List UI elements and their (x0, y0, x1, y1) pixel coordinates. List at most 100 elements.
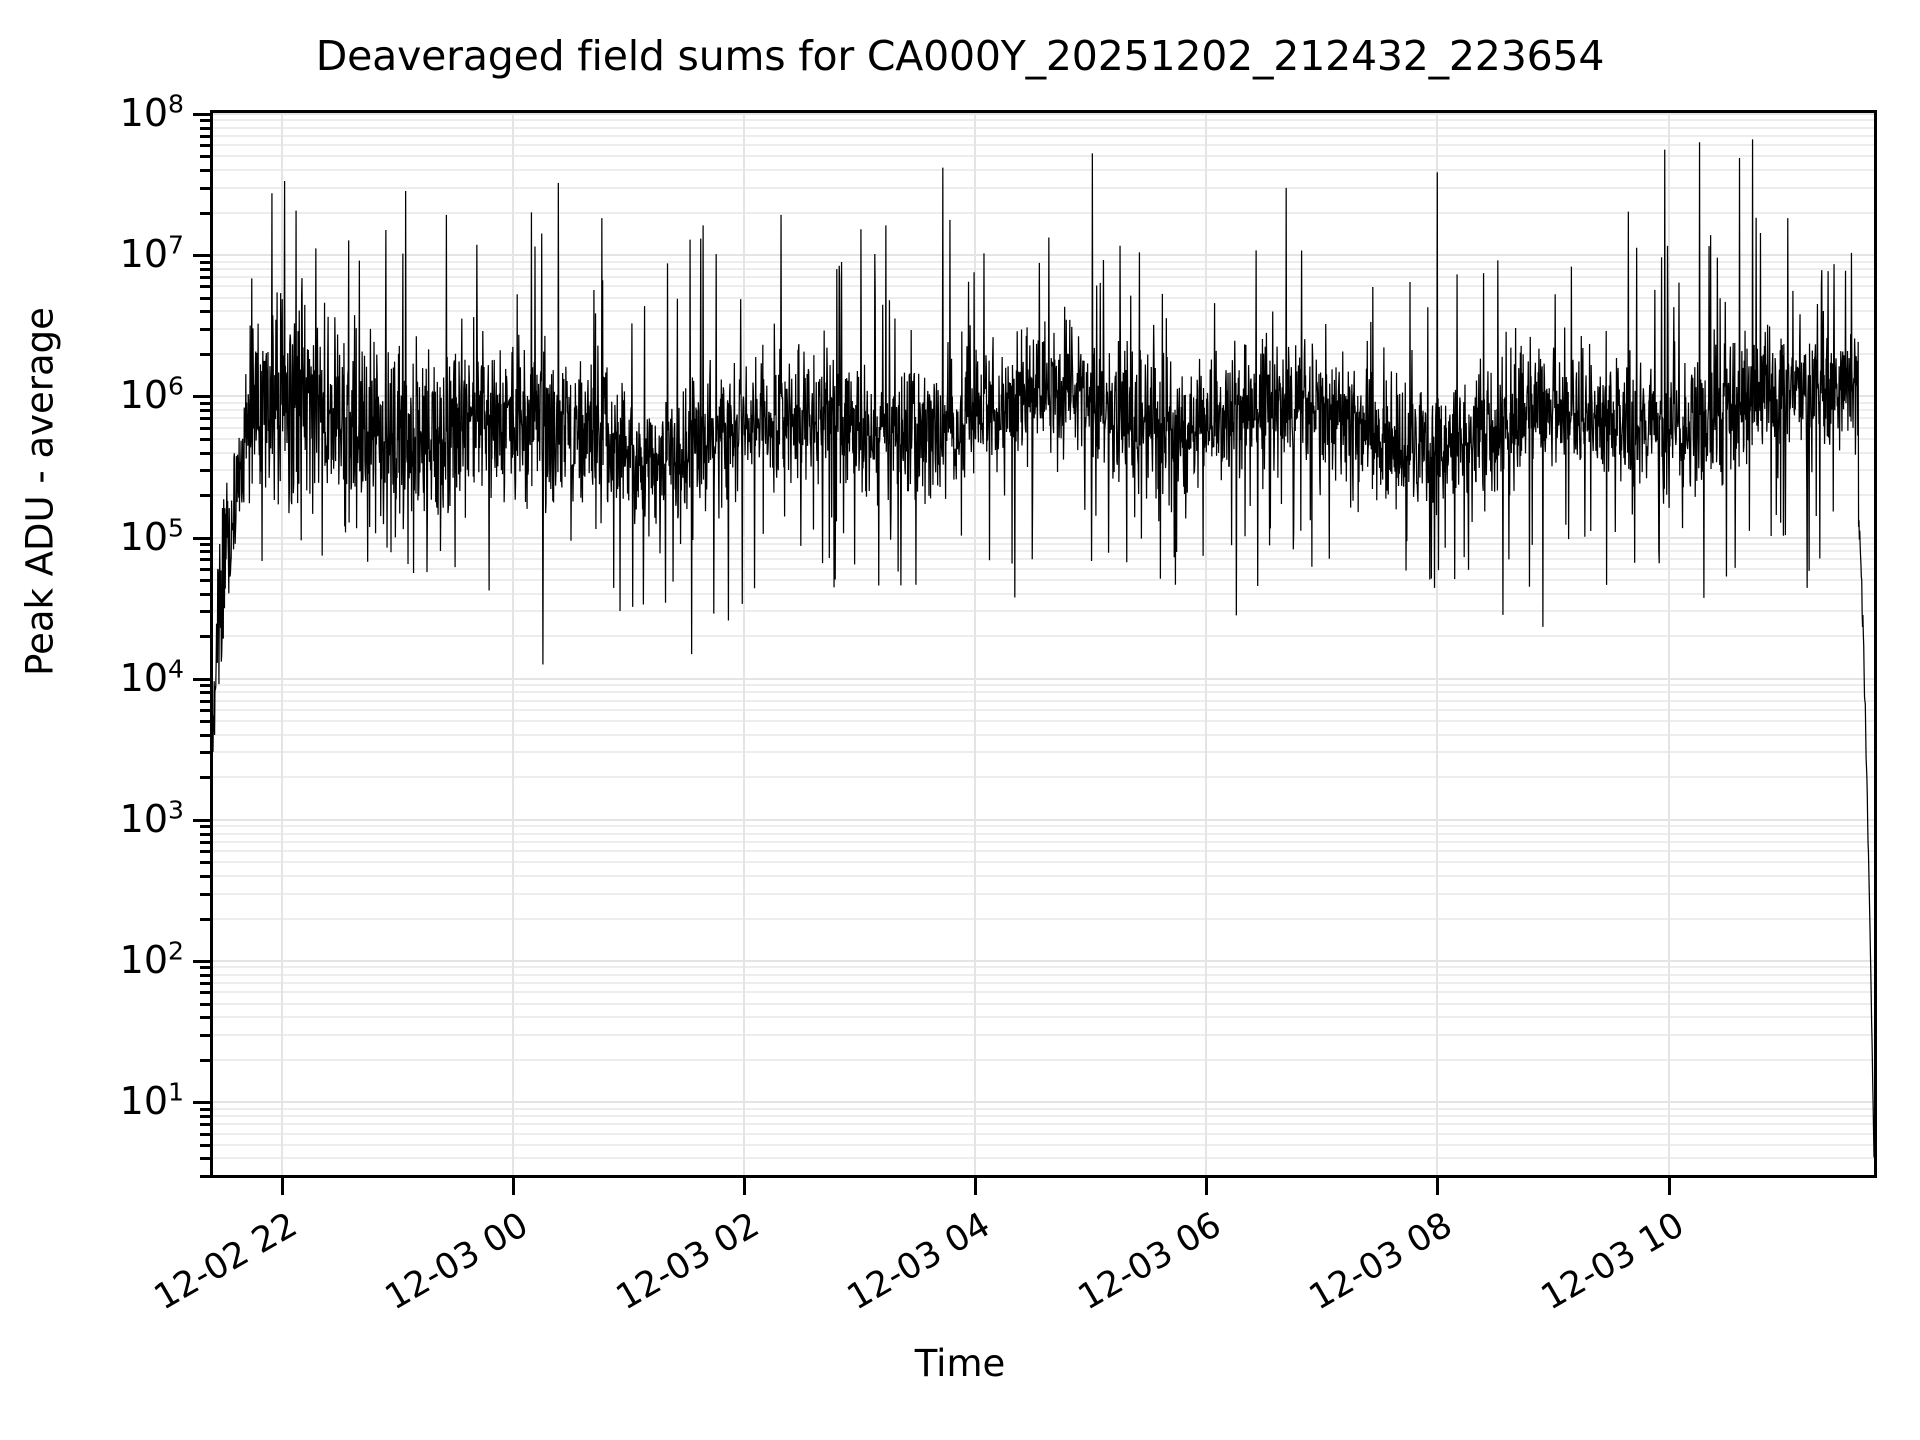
gridline-horizontal-minor (213, 1058, 1874, 1061)
gridline-horizontal-minor (213, 1143, 1874, 1146)
y-tick-exponent: 2 (168, 936, 184, 966)
gridline-horizontal-minor (213, 327, 1874, 330)
y-tick-mark-minor (200, 310, 210, 314)
y-tick-mark-minor (200, 1143, 210, 1147)
y-tick-mark-minor (200, 494, 210, 497)
gridline-horizontal-minor (213, 126, 1874, 129)
y-tick-mark-minor (200, 1114, 210, 1118)
gridline-horizontal-minor (213, 733, 1874, 736)
y-tick-mark-minor (200, 155, 210, 159)
y-tick-mark-minor (200, 119, 210, 123)
gridline-horizontal-minor (213, 875, 1874, 878)
y-tick-exponent: 8 (168, 89, 184, 119)
y-tick-mark-minor (200, 469, 210, 473)
gridline-horizontal-minor (213, 892, 1874, 895)
gridline-horizontal-minor (213, 973, 1874, 976)
y-tick-label: 106 (120, 373, 184, 417)
y-tick-mark-minor (200, 840, 210, 844)
gridline-horizontal-minor (213, 850, 1874, 853)
y-tick-mark-minor (200, 832, 210, 836)
y-tick-mark-minor (200, 126, 210, 130)
y-tick-label: 104 (120, 656, 184, 700)
y-tick-mark-minor (200, 691, 210, 695)
y-tick-mark-minor (200, 1002, 210, 1006)
gridline-horizontal-minor (213, 592, 1874, 595)
gridline-horizontal-minor (213, 1157, 1874, 1160)
y-tick-mark-minor (200, 1132, 210, 1136)
y-tick-mark-minor (200, 751, 210, 755)
gridline-horizontal-minor (213, 825, 1874, 828)
gridline-vertical (1667, 113, 1670, 1175)
y-tick-label: 108 (120, 91, 184, 135)
gridline-horizontal-minor (213, 991, 1874, 994)
gridline-horizontal-minor (213, 1123, 1874, 1126)
y-tick-mantissa: 10 (119, 514, 169, 559)
gridline-horizontal-minor (213, 1107, 1874, 1110)
gridline-horizontal-minor (213, 861, 1874, 864)
gridline-horizontal-minor (213, 550, 1874, 553)
y-tick-mark-major (193, 536, 210, 540)
y-tick-mark-minor (200, 1016, 210, 1020)
y-tick-mark-minor (200, 708, 210, 712)
plot-area[interactable] (210, 110, 1877, 1178)
y-tick-mark-minor (200, 409, 210, 413)
y-tick-mark-minor (200, 260, 210, 264)
gridline-horizontal-minor (213, 840, 1874, 843)
gridline-horizontal-minor (213, 567, 1874, 570)
y-tick-mark-minor (200, 437, 210, 441)
y-tick-mark-minor (200, 861, 210, 865)
y-tick-exponent: 1 (168, 1077, 184, 1107)
y-tick-mark-minor (200, 134, 210, 138)
y-tick-mark-minor (200, 276, 210, 280)
gridline-horizontal-major (213, 1101, 1874, 1104)
x-tick-label: 12-03 06 (1071, 1205, 1229, 1319)
gridline-horizontal-minor (213, 917, 1874, 920)
x-tick-mark (743, 1178, 747, 1195)
y-tick-mantissa: 10 (119, 373, 169, 418)
gridline-horizontal-major (213, 536, 1874, 539)
y-tick-mark-minor (200, 426, 210, 430)
x-tick-label: 12-02 22 (147, 1205, 304, 1319)
y-tick-mark-minor (200, 966, 210, 970)
gridline-horizontal-minor (213, 310, 1874, 313)
gridline-horizontal-minor (213, 610, 1874, 613)
gridline-horizontal-minor (213, 691, 1874, 694)
y-tick-mark-minor (200, 875, 210, 879)
x-tick-label: 12-03 02 (609, 1205, 767, 1319)
gridline-horizontal-minor (213, 684, 1874, 687)
y-tick-mark-minor (200, 733, 210, 737)
gridline-vertical (511, 113, 514, 1175)
gridline-horizontal-minor (213, 276, 1874, 279)
y-tick-mantissa: 10 (119, 938, 169, 983)
x-axis-label: Time (914, 1342, 1006, 1385)
x-tick-mark (1667, 1178, 1671, 1195)
series-peak-adu (213, 139, 1874, 1158)
y-tick-mark-major (193, 818, 210, 822)
gridline-horizontal-major (213, 254, 1874, 257)
y-tick-mark-minor (200, 352, 210, 356)
gridline-horizontal-minor (213, 579, 1874, 581)
y-tick-mark-minor (200, 892, 210, 896)
y-tick-mantissa: 10 (119, 655, 169, 700)
gridline-horizontal-minor (213, 720, 1874, 723)
series-line-path (213, 139, 1874, 1158)
gridline-vertical (1205, 113, 1208, 1175)
data-series-layer (213, 113, 1874, 1175)
y-tick-label: 103 (120, 797, 184, 841)
y-tick-label: 102 (120, 938, 184, 982)
gridline-vertical (743, 113, 746, 1175)
gridline-horizontal-minor (213, 494, 1874, 496)
y-tick-mark-minor (200, 579, 210, 582)
y-tick-mantissa: 10 (119, 91, 169, 135)
y-tick-mark-minor (200, 401, 210, 405)
gridline-horizontal-minor (213, 1114, 1874, 1117)
gridline-horizontal-minor (213, 832, 1874, 835)
y-tick-mark-minor (200, 567, 210, 571)
x-tick-label: 12-03 00 (378, 1205, 535, 1319)
gridline-horizontal-minor (213, 558, 1874, 561)
gridline-horizontal-minor (213, 260, 1874, 263)
x-tick-label: 12-03 10 (1534, 1205, 1691, 1319)
y-tick-mark-minor (200, 327, 210, 331)
y-tick-mantissa: 10 (119, 232, 169, 277)
y-tick-exponent: 5 (168, 512, 184, 542)
